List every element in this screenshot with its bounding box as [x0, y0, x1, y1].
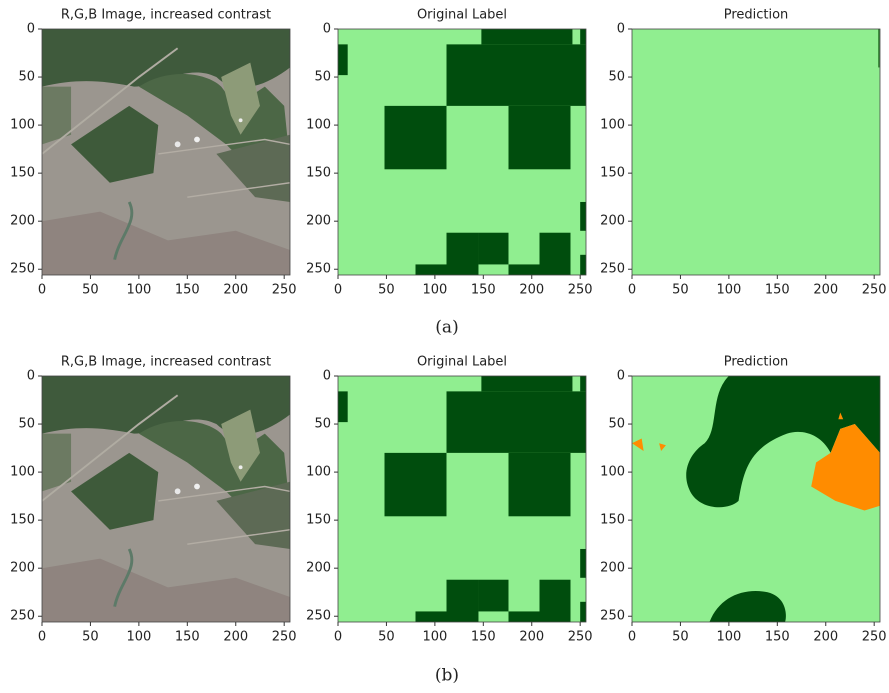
x-tick-label: 0	[628, 630, 636, 645]
y-tick-label: 50	[314, 70, 331, 85]
x-tick-label: 250	[862, 283, 887, 298]
x-tick-label: 50	[82, 630, 99, 645]
x-tick-label: 200	[519, 630, 544, 645]
y-tick-label: 100	[600, 465, 625, 480]
y-tick-label: 150	[306, 166, 331, 181]
y-tick-label: 250	[600, 262, 625, 277]
x-tick-label: 200	[223, 283, 248, 298]
panel: R,G,B Image, increased contrast 0 50 100 150…	[10, 355, 296, 645]
y-tick-label: 200	[10, 214, 35, 229]
x-tick-label: 100	[422, 283, 447, 298]
figure: (a) (b) R,G,B Image, increased contrast 0…	[0, 0, 889, 693]
y-tick-label: 0	[27, 22, 35, 37]
image	[632, 376, 880, 622]
y-tick-label: 100	[10, 118, 35, 133]
y-tick-label: 200	[600, 214, 625, 229]
x-tick-label: 150	[765, 630, 790, 645]
x-tick-label: 50	[672, 283, 689, 298]
panel: R,G,B Image, increased contrast 0 50 100 150…	[10, 8, 296, 298]
y-tick-label: 100	[306, 118, 331, 133]
x-tick-label: 100	[716, 630, 741, 645]
y-tick-label: 50	[608, 70, 625, 85]
x-tick-label: 100	[126, 630, 151, 645]
y-tick-label: 200	[600, 561, 625, 576]
y-tick-label: 200	[10, 561, 35, 576]
image	[42, 376, 290, 622]
x-tick-label: 200	[813, 283, 838, 298]
image	[338, 29, 586, 275]
image	[42, 29, 290, 275]
y-tick-label: 0	[323, 369, 331, 384]
y-tick-label: 250	[306, 262, 331, 277]
x-tick-label: 150	[765, 283, 790, 298]
y-tick-label: 0	[617, 22, 625, 37]
x-tick-label: 0	[334, 630, 342, 645]
panel-title: R,G,B Image, increased contrast	[61, 355, 271, 370]
x-tick-label: 150	[175, 630, 200, 645]
panel-title: R,G,B Image, increased contrast	[61, 8, 271, 23]
y-tick-label: 150	[600, 166, 625, 181]
image	[338, 376, 586, 622]
panel-title: Prediction	[724, 355, 789, 370]
caption: (b)	[435, 666, 459, 686]
x-tick-label: 150	[471, 630, 496, 645]
caption: (a)	[435, 318, 458, 338]
x-tick-label: 250	[862, 630, 887, 645]
x-tick-label: 150	[471, 283, 496, 298]
panel-title: Prediction	[724, 8, 789, 23]
x-tick-label: 0	[38, 630, 46, 645]
y-tick-label: 100	[10, 465, 35, 480]
panel-title: Original Label	[417, 355, 507, 370]
y-tick-label: 250	[600, 609, 625, 624]
y-tick-label: 150	[10, 166, 35, 181]
y-tick-label: 100	[600, 118, 625, 133]
y-tick-label: 150	[306, 513, 331, 528]
x-tick-label: 100	[126, 283, 151, 298]
image	[632, 29, 880, 275]
x-tick-label: 100	[716, 283, 741, 298]
y-tick-label: 50	[18, 417, 35, 432]
x-tick-label: 250	[568, 630, 593, 645]
y-tick-label: 0	[323, 22, 331, 37]
y-tick-label: 250	[306, 609, 331, 624]
x-tick-label: 50	[672, 630, 689, 645]
y-tick-label: 200	[306, 214, 331, 229]
x-tick-label: 200	[519, 283, 544, 298]
x-tick-label: 250	[272, 630, 297, 645]
y-tick-label: 100	[306, 465, 331, 480]
y-tick-label: 150	[600, 513, 625, 528]
y-tick-label: 0	[617, 369, 625, 384]
y-tick-label: 250	[10, 262, 35, 277]
x-tick-label: 50	[378, 283, 395, 298]
x-tick-label: 250	[568, 283, 593, 298]
y-tick-label: 50	[314, 417, 331, 432]
x-tick-label: 200	[223, 630, 248, 645]
x-tick-label: 250	[272, 283, 297, 298]
y-tick-label: 0	[27, 369, 35, 384]
y-tick-label: 150	[10, 513, 35, 528]
x-tick-label: 50	[378, 630, 395, 645]
y-tick-label: 200	[306, 561, 331, 576]
y-tick-label: 50	[18, 70, 35, 85]
x-tick-label: 50	[82, 283, 99, 298]
x-tick-label: 200	[813, 630, 838, 645]
x-tick-label: 100	[422, 630, 447, 645]
y-tick-label: 250	[10, 609, 35, 624]
panel-title: Original Label	[417, 8, 507, 23]
x-tick-label: 0	[38, 283, 46, 298]
y-tick-label: 50	[608, 417, 625, 432]
x-tick-label: 0	[334, 283, 342, 298]
x-tick-label: 0	[628, 283, 636, 298]
x-tick-label: 150	[175, 283, 200, 298]
